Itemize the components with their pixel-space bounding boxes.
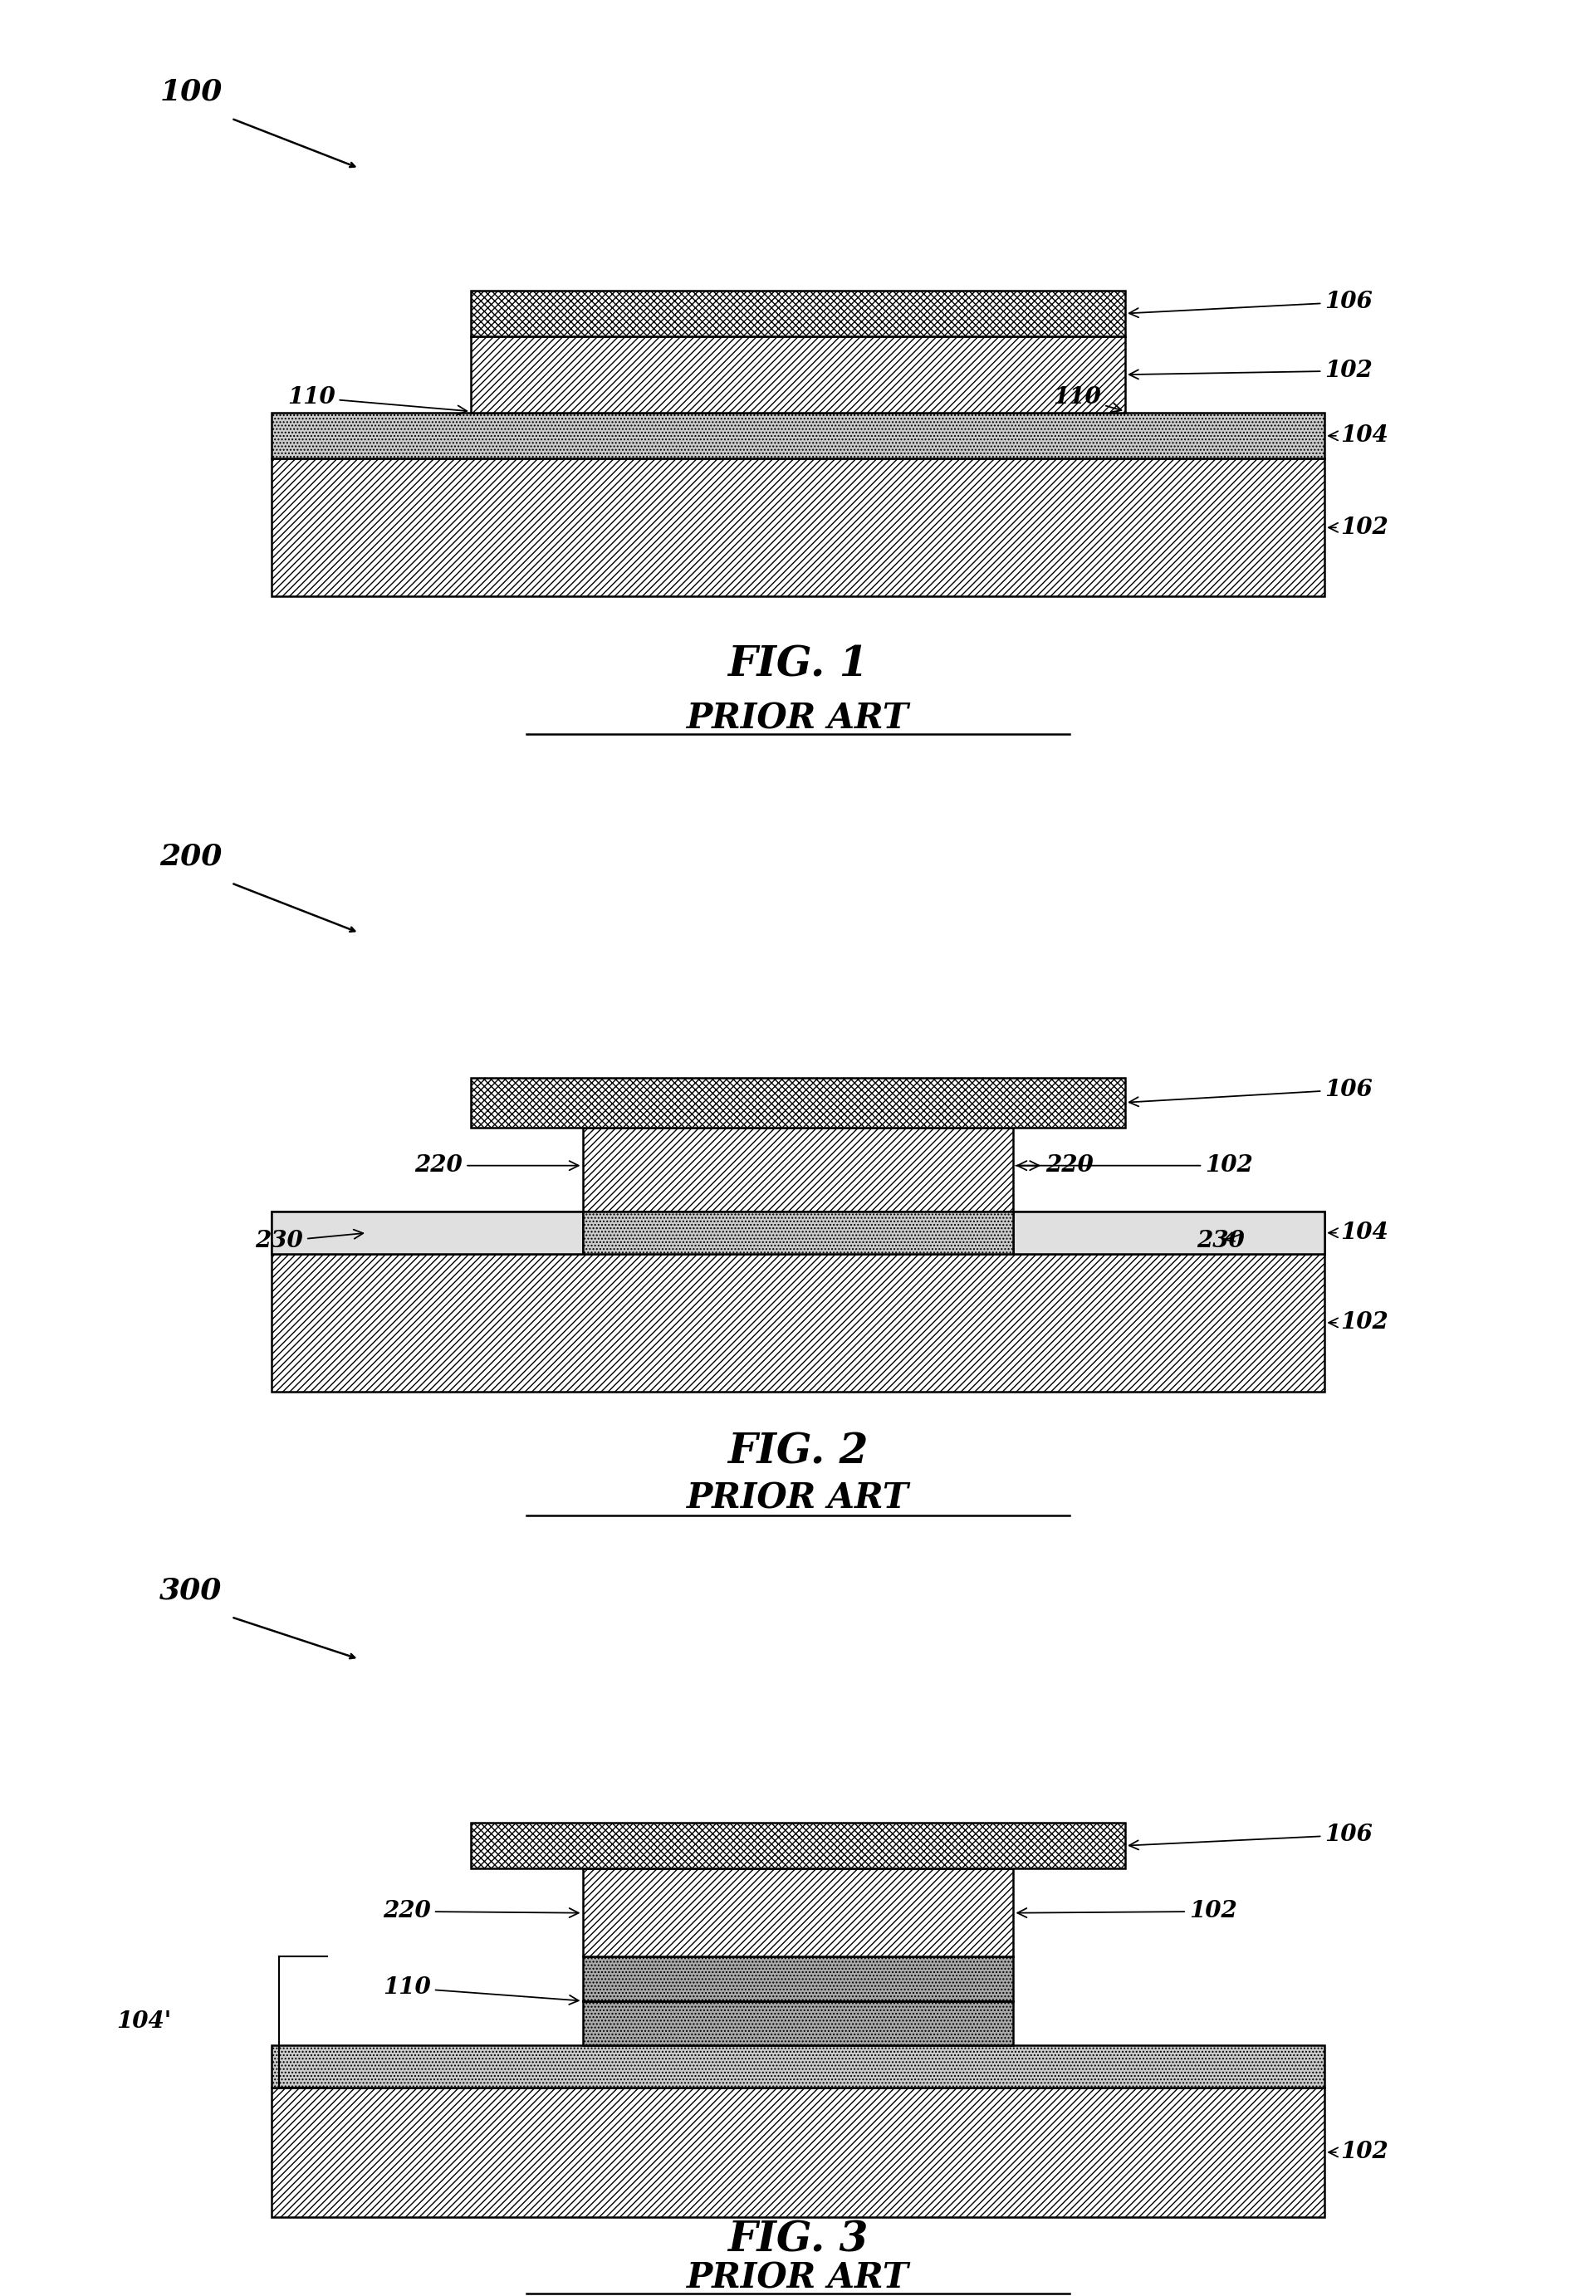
- Bar: [583, 1869, 1013, 1956]
- Text: 106: 106: [1128, 292, 1373, 317]
- Text: 104': 104': [117, 2011, 171, 2034]
- Text: 230: 230: [255, 1231, 364, 1254]
- Bar: [271, 413, 1325, 459]
- Bar: [471, 1079, 1125, 1127]
- Text: 102: 102: [1017, 1901, 1237, 1922]
- Text: FIG. 1: FIG. 1: [728, 645, 868, 687]
- Text: PRIOR ART: PRIOR ART: [686, 700, 910, 737]
- Text: 300: 300: [160, 1575, 222, 1605]
- Text: 102: 102: [1328, 517, 1389, 540]
- Text: PRIOR ART: PRIOR ART: [686, 2262, 910, 2296]
- Text: 110: 110: [383, 1977, 579, 2004]
- Bar: [471, 1823, 1125, 1869]
- Text: 110: 110: [1053, 386, 1122, 411]
- Text: 102: 102: [1017, 1155, 1253, 1178]
- Text: 220: 220: [383, 1901, 579, 1922]
- Bar: [271, 2087, 1325, 2218]
- Text: 110: 110: [287, 386, 468, 416]
- Bar: [583, 1956, 1013, 2000]
- Text: 104: 104: [1328, 425, 1389, 448]
- Bar: [271, 1212, 583, 1254]
- Text: 102: 102: [1328, 1311, 1389, 1334]
- Bar: [583, 2000, 1013, 2046]
- Text: 220: 220: [1015, 1155, 1093, 1178]
- Text: 102: 102: [1128, 360, 1373, 381]
- Bar: [271, 459, 1325, 597]
- Bar: [583, 1127, 1013, 1212]
- Text: 220: 220: [415, 1155, 579, 1178]
- Bar: [271, 1254, 1325, 1391]
- Bar: [1013, 1212, 1325, 1254]
- Text: 106: 106: [1128, 1823, 1373, 1851]
- Text: 230: 230: [1197, 1231, 1245, 1254]
- Text: 106: 106: [1128, 1079, 1373, 1107]
- Text: PRIOR ART: PRIOR ART: [686, 1481, 910, 1515]
- Bar: [271, 1212, 1325, 1254]
- Text: 102: 102: [1328, 2142, 1389, 2163]
- Bar: [583, 1212, 1013, 1254]
- Bar: [271, 2046, 1325, 2087]
- Text: FIG. 3: FIG. 3: [728, 2220, 868, 2262]
- Bar: [471, 338, 1125, 413]
- Text: FIG. 2: FIG. 2: [728, 1433, 868, 1474]
- Text: 104: 104: [1328, 1221, 1389, 1244]
- Bar: [471, 292, 1125, 338]
- Text: 200: 200: [160, 843, 222, 870]
- Text: 100: 100: [160, 78, 222, 106]
